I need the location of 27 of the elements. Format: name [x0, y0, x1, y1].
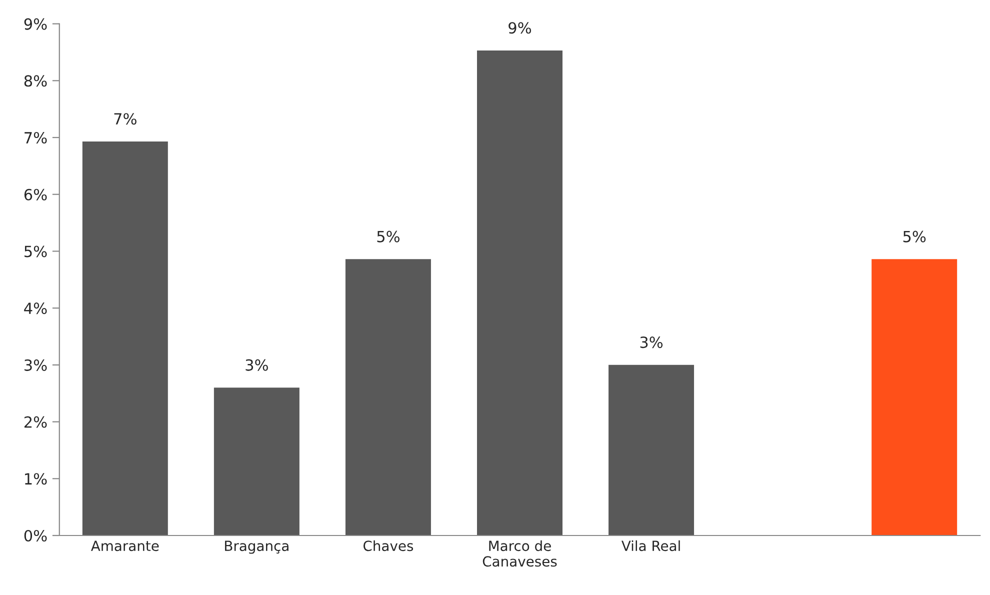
data-label: 3% — [640, 336, 663, 348]
data-label: 3% — [246, 359, 268, 371]
bar — [872, 259, 958, 536]
y-tick-label: 4% — [24, 302, 47, 314]
y-tick-label: 0% — [24, 530, 47, 542]
x-tick-label: Amarante — [90, 540, 159, 552]
bar — [345, 259, 431, 536]
data-label: 7% — [114, 113, 136, 125]
x-tick-label: Marco de Canaveses — [482, 540, 557, 567]
bar — [477, 50, 562, 536]
x-tick-label: Chaves — [363, 540, 414, 552]
data-label: 9% — [508, 22, 532, 34]
x-tick-label: Vila Real — [622, 540, 680, 552]
y-tick-label: 5% — [24, 246, 47, 258]
x-tick-label: Bragança — [225, 540, 288, 554]
y-tick-label: 9% — [24, 18, 47, 30]
bar — [608, 364, 694, 536]
data-label: 5% — [903, 230, 926, 242]
bar — [82, 141, 168, 536]
y-tick-label: 3% — [24, 359, 47, 371]
y-tick-label: 6% — [24, 188, 47, 200]
data-label: 5% — [377, 230, 400, 242]
y-tick-label: 8% — [24, 75, 47, 87]
y-tick-label: 7% — [24, 132, 47, 144]
y-tick-label: 2% — [24, 416, 47, 428]
bar — [214, 388, 300, 536]
y-tick-label: 1% — [25, 473, 47, 485]
